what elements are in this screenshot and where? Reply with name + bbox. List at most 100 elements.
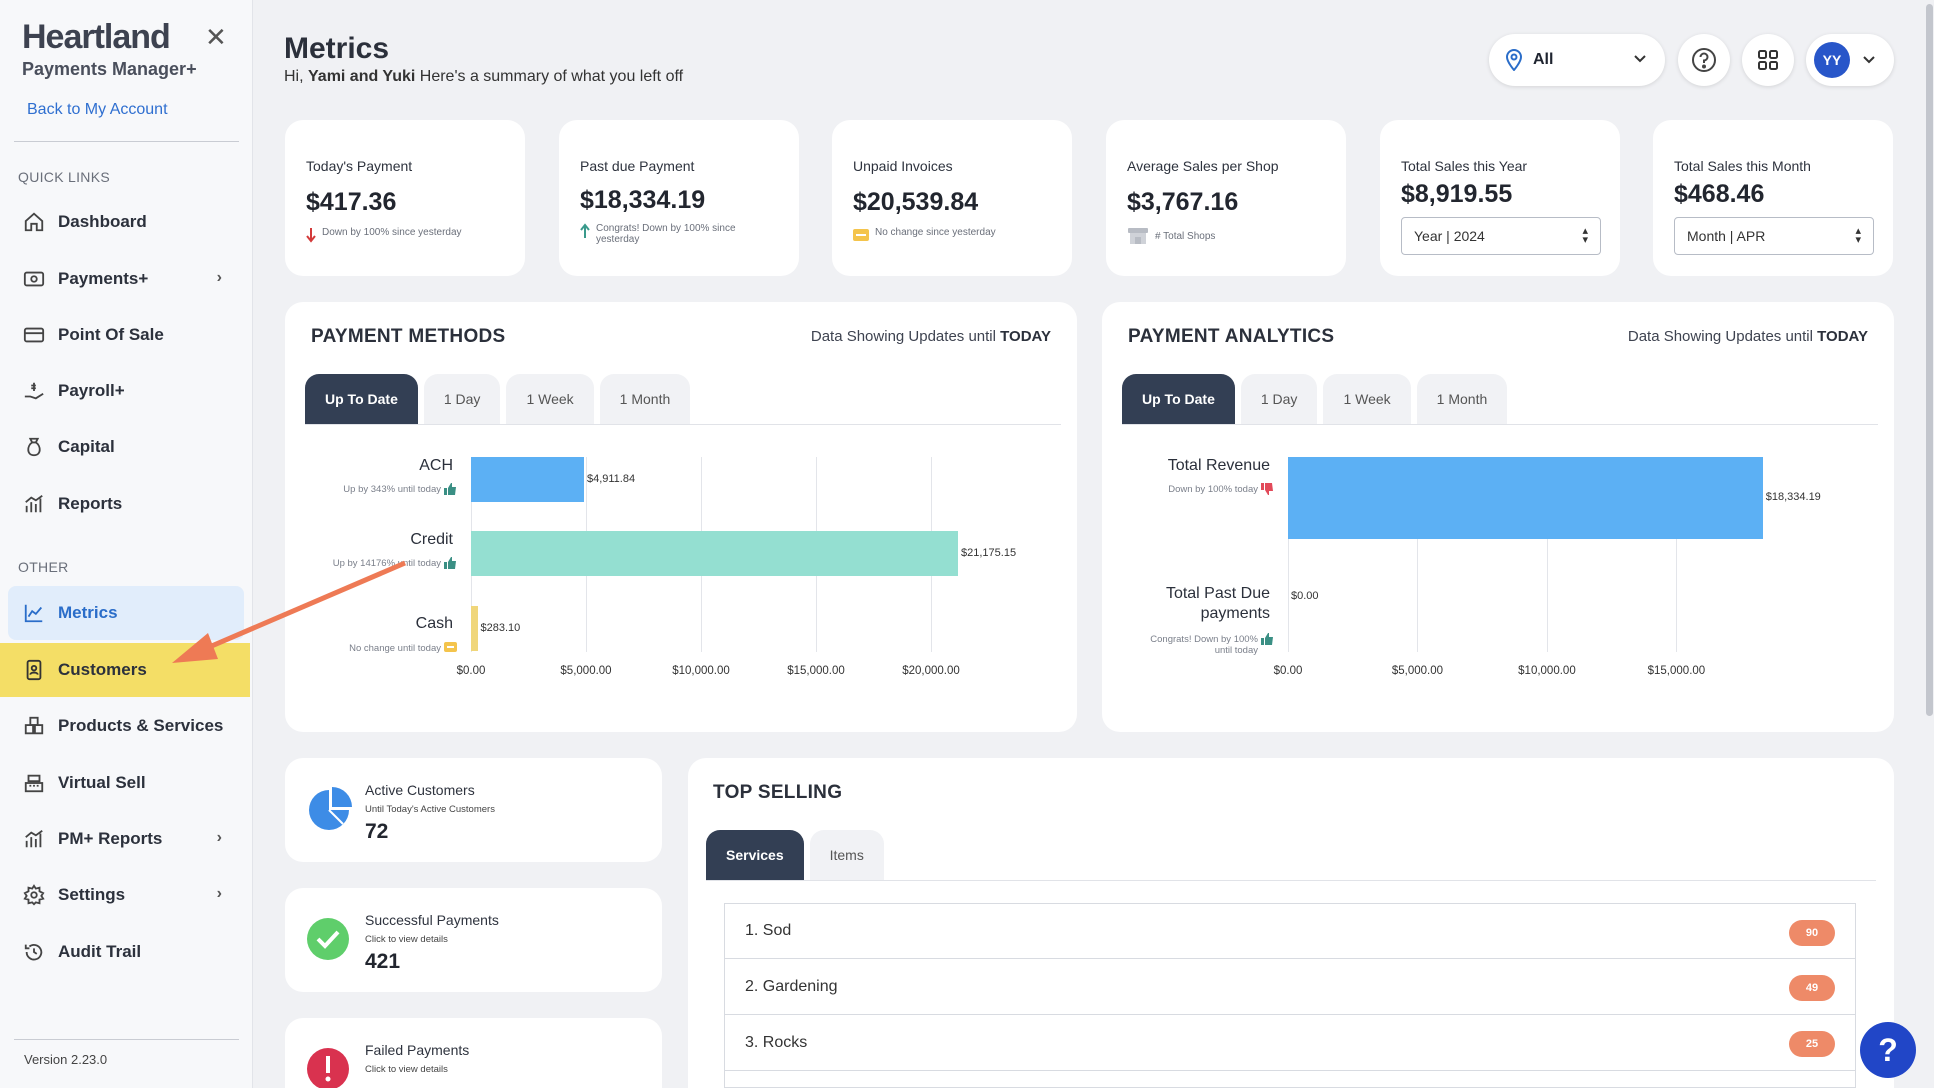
panel-title: PAYMENT METHODS bbox=[311, 326, 506, 347]
greeting-prefix: Hi, bbox=[284, 68, 308, 85]
active-customers-card[interactable]: Active Customers Until Today's Active Cu… bbox=[285, 758, 662, 862]
apps-button[interactable] bbox=[1742, 34, 1794, 86]
sidebar-item-metrics[interactable]: Metrics bbox=[8, 586, 244, 640]
x-tick-label: $10,000.00 bbox=[1518, 665, 1576, 677]
payment-analytics-panel: PAYMENT ANALYTICS Data Showing Updates u… bbox=[1102, 302, 1894, 732]
card-subtitle: Click to view details bbox=[365, 934, 448, 945]
arrow-down-icon bbox=[306, 227, 316, 243]
list-item[interactable]: 2. Gardening 49 bbox=[724, 959, 1856, 1015]
page-title: Metrics bbox=[284, 32, 390, 65]
category-label: ACH bbox=[313, 456, 453, 476]
sidebar-item-point-of-sale[interactable]: Point Of Sale bbox=[8, 308, 244, 362]
gridline bbox=[1288, 457, 1289, 652]
help-button[interactable] bbox=[1678, 34, 1730, 86]
question-icon: ? bbox=[1878, 1031, 1898, 1068]
sidebar-item-payroll[interactable]: Payroll+ bbox=[8, 364, 244, 418]
updates-bold: TODAY bbox=[1817, 328, 1868, 345]
sidebar-item-audit-trail[interactable]: Audit Trail bbox=[8, 925, 244, 979]
payroll-icon bbox=[20, 377, 48, 405]
other-heading: OTHER bbox=[18, 559, 69, 575]
year-select[interactable]: Year | 2024 ▴ ▾ bbox=[1401, 217, 1601, 255]
updates-note: Data Showing Updates until TODAY bbox=[811, 328, 1051, 345]
item-label: 1. Sod bbox=[745, 922, 792, 939]
category-label-line: ACH bbox=[419, 457, 453, 474]
stat-card-past-due-payment: Past due Payment $18,334.19 Congrats! Do… bbox=[559, 120, 799, 276]
month-select-value: Month | APR bbox=[1687, 228, 1766, 244]
sidebar: Heartland Payments Manager+ ✕ Back to My… bbox=[0, 0, 253, 1088]
list-item[interactable] bbox=[724, 1071, 1856, 1088]
month-select[interactable]: Month | APR ▴ ▾ bbox=[1674, 217, 1874, 255]
data-label: $18,334.19 bbox=[1765, 491, 1821, 503]
sidebar-item-reports[interactable]: Reports bbox=[8, 477, 244, 531]
data-label: $283.10 bbox=[480, 621, 521, 634]
gridline bbox=[1417, 457, 1419, 652]
pie-chart-icon bbox=[305, 786, 353, 834]
divider bbox=[14, 141, 239, 142]
tab-services[interactable]: Services bbox=[706, 830, 804, 880]
failed-payments-card[interactable]: Failed Payments Click to view details bbox=[285, 1018, 662, 1088]
sidebar-item-pm-reports[interactable]: PM+ Reports › bbox=[8, 812, 244, 866]
scrollbar-thumb[interactable] bbox=[1926, 4, 1933, 716]
stat-note: Congrats! Down by 100% since yesterday bbox=[580, 223, 750, 245]
tab-items[interactable]: Items bbox=[809, 830, 884, 880]
sidebar-item-dashboard[interactable]: Dashboard bbox=[8, 195, 244, 249]
category-label-line: Total Revenue bbox=[1167, 457, 1270, 474]
divider bbox=[14, 1039, 239, 1040]
tab-1-day[interactable]: 1 Day bbox=[423, 374, 501, 424]
sidebar-item-label: Products & Services bbox=[58, 716, 224, 735]
tab-1-month[interactable]: 1 Month bbox=[599, 374, 691, 424]
list-item[interactable]: 3. Rocks 25 bbox=[724, 1015, 1856, 1071]
tab-up-to-date[interactable]: Up To Date bbox=[305, 374, 418, 424]
bar bbox=[471, 531, 959, 576]
chevron-right-icon: › bbox=[216, 829, 222, 846]
sidebar-item-products-services[interactable]: Products & Services bbox=[8, 699, 244, 753]
chevron-right-icon: › bbox=[216, 885, 222, 902]
help-fab-button[interactable]: ? bbox=[1860, 1022, 1916, 1078]
stat-label: Past due Payment bbox=[580, 158, 695, 174]
stat-note-text: Down by 100% since yesterday bbox=[322, 227, 462, 238]
brand-logo: Heartland Payments Manager+ bbox=[22, 18, 197, 80]
line-chart-icon bbox=[20, 599, 48, 627]
location-value: All bbox=[1533, 51, 1554, 68]
thumbs-up-icon bbox=[443, 556, 457, 570]
successful-payments-card[interactable]: Successful Payments Click to view detail… bbox=[285, 888, 662, 992]
stat-label: Total Sales this Month bbox=[1674, 158, 1811, 174]
stat-value: $3,767.16 bbox=[1127, 188, 1239, 216]
sidebar-item-settings[interactable]: Settings › bbox=[8, 868, 244, 922]
sidebar-item-virtual-sell[interactable]: Virtual Sell bbox=[8, 756, 244, 810]
sidebar-item-label: Capital bbox=[58, 437, 115, 456]
tab-1-week[interactable]: 1 Week bbox=[506, 374, 594, 424]
list-item[interactable]: 1. Sod 90 bbox=[724, 903, 1856, 959]
count-badge: 49 bbox=[1789, 975, 1835, 1001]
chevron-down-icon bbox=[1862, 50, 1876, 70]
user-menu[interactable]: YY bbox=[1806, 34, 1894, 86]
back-to-account-link[interactable]: Back to My Account bbox=[27, 101, 168, 118]
sidebar-item-capital[interactable]: Capital bbox=[8, 420, 244, 474]
sidebar-item-label: Point Of Sale bbox=[58, 325, 164, 344]
category-label-line: Credit bbox=[410, 531, 453, 548]
stat-label: Total Sales this Year bbox=[1401, 158, 1528, 174]
card-title: Failed Payments bbox=[365, 1042, 470, 1058]
card-title: Successful Payments bbox=[365, 912, 499, 928]
gear-icon bbox=[20, 881, 48, 909]
category-label: Total Past Due payments bbox=[1130, 584, 1270, 624]
panel-title: TOP SELLING bbox=[713, 782, 843, 803]
close-icon[interactable]: ✕ bbox=[205, 22, 227, 52]
category-note: Up by 343% until today bbox=[343, 484, 441, 495]
location-select[interactable]: All bbox=[1489, 34, 1665, 86]
x-tick-label: $5,000.00 bbox=[560, 665, 612, 677]
stat-value: $468.46 bbox=[1674, 180, 1765, 208]
tab-1-month[interactable]: 1 Month bbox=[1416, 374, 1508, 424]
stat-note-text: # Total Shops bbox=[1155, 231, 1216, 242]
data-label: $21,175.15 bbox=[961, 546, 1017, 559]
tab-1-week[interactable]: 1 Week bbox=[1323, 374, 1411, 424]
data-label: $4,911.84 bbox=[586, 472, 636, 485]
tab-up-to-date[interactable]: Up To Date bbox=[1122, 374, 1235, 424]
stat-note: # Total Shops bbox=[1127, 227, 1297, 245]
count-badge: 90 bbox=[1789, 920, 1835, 946]
category-note: No change until today bbox=[349, 643, 441, 654]
sidebar-item-payments[interactable]: Payments+ › bbox=[8, 252, 244, 306]
thumbs-down-icon bbox=[1260, 482, 1274, 496]
tab-1-day[interactable]: 1 Day bbox=[1240, 374, 1318, 424]
shop-icon bbox=[1127, 227, 1149, 245]
